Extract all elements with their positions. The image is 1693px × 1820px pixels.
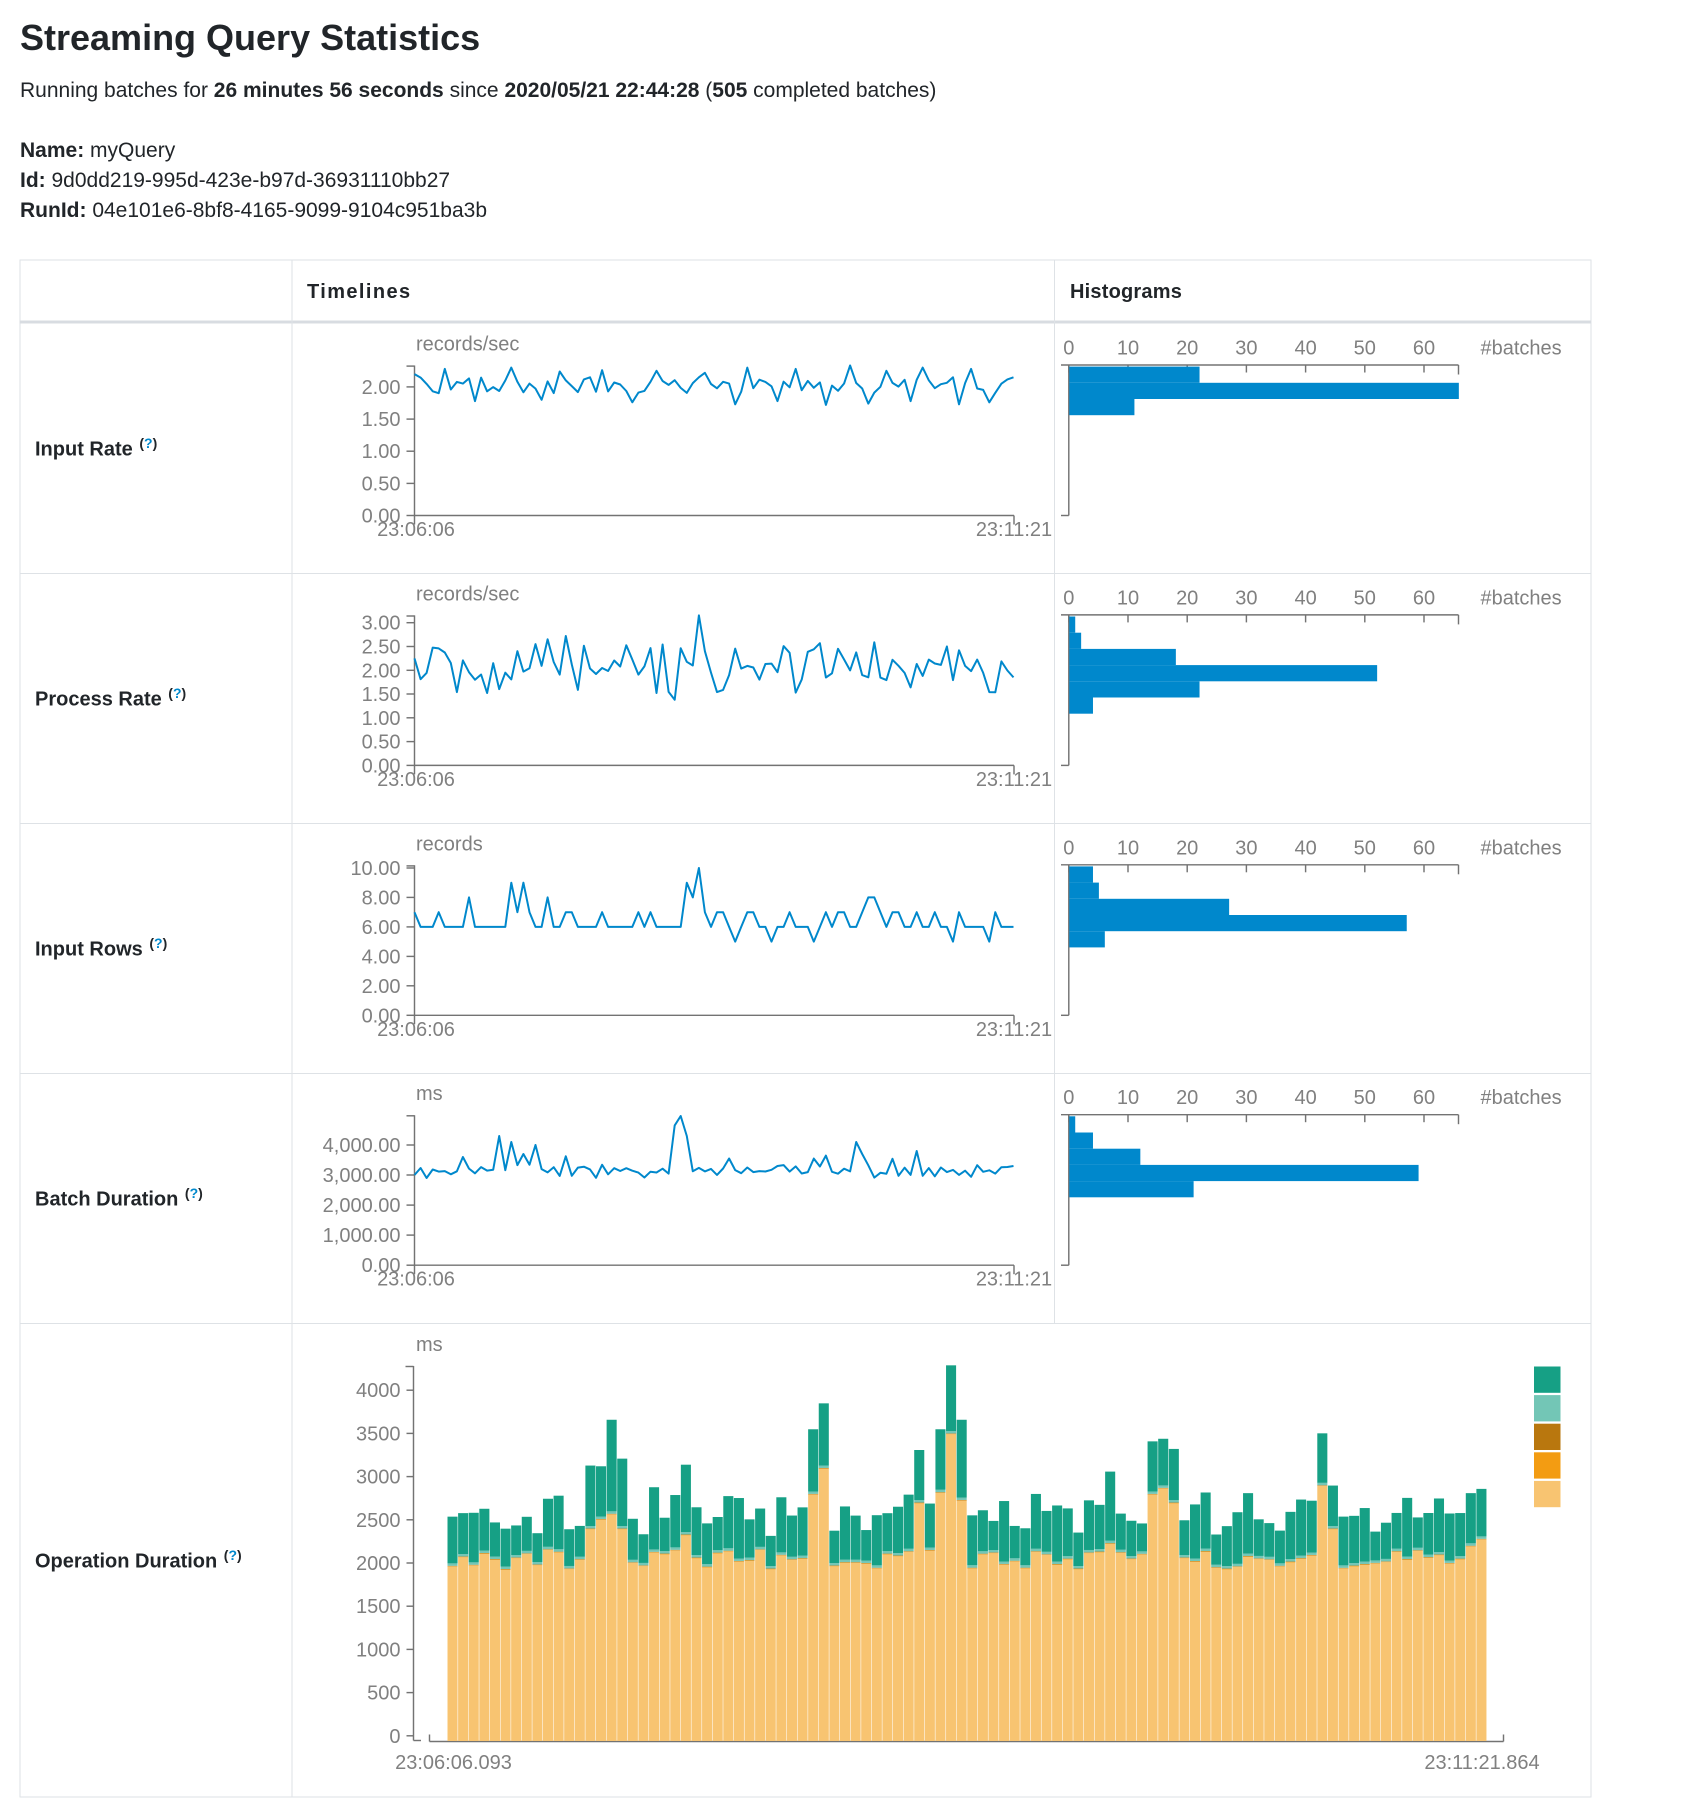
svg-text:50: 50 (1354, 837, 1376, 859)
svg-text:23:06:06: 23:06:06 (377, 1019, 455, 1041)
svg-text:1000: 1000 (356, 1639, 401, 1661)
svg-text:23:11:21: 23:11:21 (976, 769, 1052, 791)
svg-text:3,000.00: 3,000.00 (323, 1165, 401, 1187)
svg-text:0: 0 (1063, 1087, 1074, 1109)
svg-text:0: 0 (1063, 837, 1074, 859)
svg-text:2.00: 2.00 (362, 377, 401, 399)
svg-text:records: records (416, 833, 483, 855)
svg-text:23:11:21.864: 23:11:21.864 (1424, 1752, 1539, 1774)
svg-text:0: 0 (1063, 587, 1074, 609)
svg-text:records/sec: records/sec (416, 583, 519, 605)
svg-text:1.00: 1.00 (362, 708, 401, 730)
svg-text:#batches: #batches (1481, 837, 1562, 859)
svg-text:10.00: 10.00 (350, 858, 400, 880)
svg-text:2000: 2000 (356, 1553, 401, 1575)
svg-text:50: 50 (1354, 587, 1376, 609)
svg-text:30: 30 (1235, 587, 1257, 609)
svg-text:0.00: 0.00 (362, 755, 401, 777)
svg-text:23:06:06.093: 23:06:06.093 (395, 1752, 512, 1774)
svg-text:0.00: 0.00 (362, 1005, 401, 1027)
svg-text:60: 60 (1413, 837, 1435, 859)
svg-text:8.00: 8.00 (362, 887, 401, 909)
svg-text:ms: ms (416, 1083, 443, 1105)
svg-text:2,000.00: 2,000.00 (323, 1195, 401, 1217)
svg-text:23:11:21: 23:11:21 (976, 1019, 1052, 1041)
svg-text:10: 10 (1117, 587, 1139, 609)
svg-text:0: 0 (1063, 338, 1074, 360)
svg-text:1.00: 1.00 (362, 441, 401, 463)
svg-text:50: 50 (1354, 338, 1376, 360)
svg-text:40: 40 (1294, 1087, 1316, 1109)
svg-text:2500: 2500 (356, 1510, 401, 1532)
svg-text:0.00: 0.00 (362, 1255, 401, 1277)
svg-text:20: 20 (1176, 837, 1198, 859)
svg-text:30: 30 (1235, 338, 1257, 360)
svg-text:23:06:06: 23:06:06 (377, 519, 455, 541)
svg-text:1500: 1500 (356, 1596, 401, 1618)
svg-text:ms: ms (416, 1334, 443, 1356)
svg-text:20: 20 (1176, 1087, 1198, 1109)
svg-text:2.50: 2.50 (362, 637, 401, 659)
svg-text:500: 500 (367, 1683, 400, 1705)
svg-text:2.00: 2.00 (362, 660, 401, 682)
svg-text:10: 10 (1117, 1087, 1139, 1109)
svg-text:2.00: 2.00 (362, 976, 401, 998)
svg-text:10: 10 (1117, 837, 1139, 859)
svg-text:60: 60 (1413, 338, 1435, 360)
svg-text:60: 60 (1413, 587, 1435, 609)
svg-text:23:11:21: 23:11:21 (976, 1269, 1052, 1291)
svg-text:30: 30 (1235, 1087, 1257, 1109)
svg-text:3.00: 3.00 (362, 613, 401, 635)
svg-text:1.50: 1.50 (362, 409, 401, 431)
svg-text:1,000.00: 1,000.00 (323, 1225, 401, 1247)
svg-text:23:06:06: 23:06:06 (377, 769, 455, 791)
svg-text:50: 50 (1354, 1087, 1376, 1109)
svg-text:0.00: 0.00 (362, 506, 401, 528)
svg-text:20: 20 (1176, 338, 1198, 360)
svg-text:20: 20 (1176, 587, 1198, 609)
svg-text:records/sec: records/sec (416, 334, 519, 356)
svg-text:0: 0 (389, 1726, 400, 1748)
svg-text:30: 30 (1235, 837, 1257, 859)
svg-text:4.00: 4.00 (362, 946, 401, 968)
svg-text:40: 40 (1294, 338, 1316, 360)
svg-text:60: 60 (1413, 1087, 1435, 1109)
svg-text:3500: 3500 (356, 1423, 401, 1445)
svg-text:#batches: #batches (1481, 338, 1562, 360)
svg-text:3000: 3000 (356, 1467, 401, 1489)
svg-text:40: 40 (1294, 837, 1316, 859)
svg-text:10: 10 (1117, 338, 1139, 360)
svg-text:23:11:21: 23:11:21 (976, 519, 1052, 541)
svg-text:4000: 4000 (356, 1380, 401, 1402)
svg-text:#batches: #batches (1481, 1087, 1562, 1109)
svg-text:6.00: 6.00 (362, 917, 401, 939)
svg-text:0.50: 0.50 (362, 732, 401, 754)
svg-text:4,000.00: 4,000.00 (323, 1135, 401, 1157)
svg-text:1.50: 1.50 (362, 684, 401, 706)
svg-text:40: 40 (1294, 587, 1316, 609)
svg-text:23:06:06: 23:06:06 (377, 1269, 455, 1291)
svg-text:0.50: 0.50 (362, 473, 401, 495)
svg-text:#batches: #batches (1481, 587, 1562, 609)
